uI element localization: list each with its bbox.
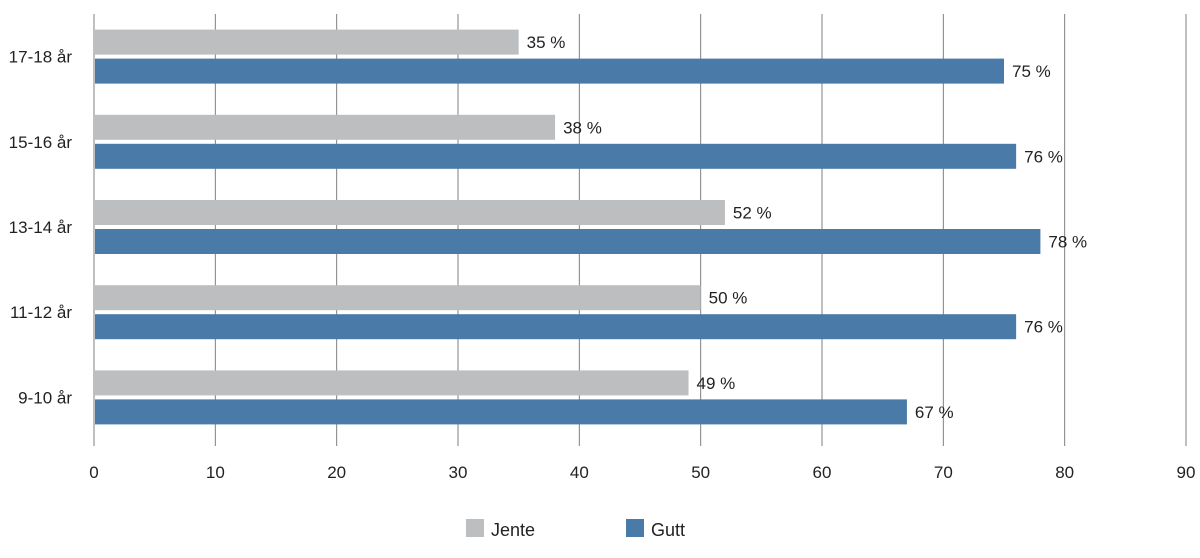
x-tick-label: 60 bbox=[813, 463, 832, 482]
data-label: 76 % bbox=[1024, 147, 1063, 166]
data-label: 35 % bbox=[527, 33, 566, 52]
data-label: 49 % bbox=[697, 374, 736, 393]
data-label: 76 % bbox=[1024, 318, 1063, 337]
data-label: 75 % bbox=[1012, 62, 1051, 81]
data-label: 67 % bbox=[915, 403, 954, 422]
data-label: 50 % bbox=[709, 289, 748, 308]
x-tick-label: 20 bbox=[327, 463, 346, 482]
data-label: 38 % bbox=[563, 118, 602, 137]
data-label: 52 % bbox=[733, 204, 772, 223]
bar-gutt bbox=[95, 229, 1041, 254]
bar-jente bbox=[95, 29, 519, 55]
category-label: 11-12 år bbox=[10, 303, 72, 322]
x-tick-label: 0 bbox=[89, 463, 98, 482]
x-tick-label: 10 bbox=[206, 463, 225, 482]
legend-label: Jente bbox=[491, 520, 535, 540]
y-axis-category-labels: 17-18 år 15-16 år 13-14 år 11-12 år 9-10 år bbox=[9, 48, 73, 408]
x-axis-tick-labels: 0 10 20 30 40 50 60 70 80 90 bbox=[89, 463, 1195, 482]
category-label: 9-10 år bbox=[18, 388, 72, 407]
legend-label: Gutt bbox=[651, 520, 685, 540]
x-tick-label: 80 bbox=[1055, 463, 1074, 482]
legend: Jente Gutt bbox=[466, 519, 685, 540]
category-label: 13-14 år bbox=[9, 218, 73, 237]
x-tick-label: 90 bbox=[1177, 463, 1196, 482]
bar-jente bbox=[95, 370, 689, 396]
bar-gutt bbox=[95, 399, 907, 425]
bar-jente bbox=[95, 200, 725, 225]
bar-gutt bbox=[95, 143, 1017, 169]
bars bbox=[95, 29, 1041, 425]
category-label: 15-16 år bbox=[9, 133, 73, 152]
x-tick-label: 70 bbox=[934, 463, 953, 482]
x-tick-label: 40 bbox=[570, 463, 589, 482]
bar-gutt bbox=[95, 58, 1004, 84]
data-label: 78 % bbox=[1048, 233, 1087, 252]
category-label: 17-18 år bbox=[9, 48, 73, 67]
legend-swatch-jente bbox=[466, 519, 484, 537]
data-labels: 35 % 75 % 38 % 76 % 52 % 78 % 50 % 76 % 49 % 67 % bbox=[527, 33, 1087, 422]
bar-jente bbox=[95, 114, 556, 140]
legend-swatch-gutt bbox=[626, 519, 644, 537]
x-tick-label: 50 bbox=[691, 463, 710, 482]
x-tick-label: 30 bbox=[449, 463, 468, 482]
bar-jente bbox=[95, 285, 701, 311]
bar-gutt bbox=[95, 314, 1017, 340]
